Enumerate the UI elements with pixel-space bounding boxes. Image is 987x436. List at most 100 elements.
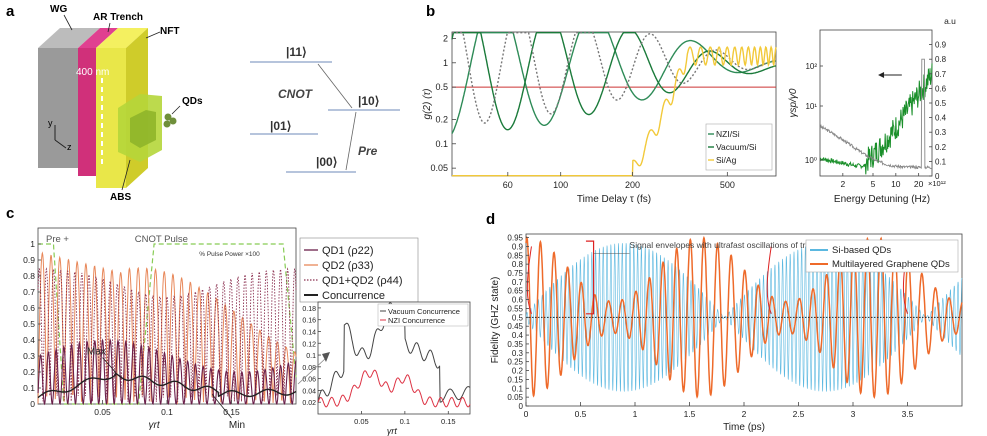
c-inset-ytick-label-5: 0.12 bbox=[302, 341, 316, 348]
cnot-label: CNOT bbox=[278, 87, 314, 101]
b-left-xlabel: Time Delay τ (fs) bbox=[577, 194, 651, 205]
d-si-curve bbox=[525, 243, 963, 392]
b-right-rytick-label-7: 0.7 bbox=[935, 70, 947, 79]
b-right-lytick-label-0: 10⁰ bbox=[805, 156, 817, 165]
d-ytick-label-9: 0.45 bbox=[507, 322, 523, 331]
level-00-label: |00⟩ bbox=[316, 155, 337, 169]
qd-dot-1 bbox=[164, 113, 172, 121]
d-legend: Si-based QDs Multilayered Graphene QDs bbox=[805, 239, 959, 273]
d-ylabel: Fidelity (GHZ state) bbox=[490, 277, 501, 364]
dim-label: 400 nm bbox=[76, 67, 109, 78]
device-illustration: 400 nm y z WG AR Trench NFT QDs ABS bbox=[38, 4, 203, 203]
c-main-ytick-label-5: 0.5 bbox=[23, 319, 35, 329]
level-01-label: |01⟩ bbox=[270, 119, 291, 133]
b-left-ytick-label-3: 0.5 bbox=[435, 82, 448, 92]
c-inset-pointer-head bbox=[322, 352, 330, 362]
b-left-xtick-label-1: 100 bbox=[553, 180, 568, 190]
wg-label: WG bbox=[50, 4, 67, 15]
b-right-xtick-label-2: 10 bbox=[891, 179, 901, 189]
c-main-max-leader bbox=[102, 357, 116, 373]
d-legend-entry-1: Multilayered Graphene QDs bbox=[832, 259, 950, 270]
b-right-spectrum-curve bbox=[819, 63, 933, 175]
trench-top bbox=[78, 28, 118, 48]
d-ytick-label-19: 0.95 bbox=[507, 234, 523, 243]
abs-inner bbox=[130, 110, 156, 148]
c-inset-ytick-label-7: 0.16 bbox=[302, 318, 316, 325]
b-left-siag-curve bbox=[452, 45, 777, 177]
c-main-ytick-label-9: 0.9 bbox=[23, 255, 35, 265]
b-right-rytick-label-9: 0.9 bbox=[935, 41, 947, 50]
nft-front bbox=[96, 48, 126, 188]
axis-y-label: y bbox=[48, 118, 53, 128]
b-right-xtick-label-0: 2 bbox=[840, 179, 845, 189]
b-right-ylabel: γsp/γ0 bbox=[788, 88, 799, 117]
c-inset-xtick-label-2: 0.15 bbox=[441, 417, 456, 426]
c-main-annot-cnot: CNOT Pulse bbox=[135, 234, 188, 245]
wg-top bbox=[38, 28, 100, 48]
c-main-annot-min: Min bbox=[229, 420, 245, 431]
d-ytick-label-10: 0.5 bbox=[512, 313, 524, 322]
b-left-xtick-label-3: 500 bbox=[720, 180, 735, 190]
c-inset-ytick-label-0: 0.02 bbox=[302, 400, 316, 407]
chart-b-left: 60 100 200 500 0.05 0.1 0.2 0.5 1 2 Time Delay τ (… bbox=[422, 31, 777, 205]
d-xtick-label-4: 2 bbox=[742, 409, 747, 419]
d-ytick-label-7: 0.35 bbox=[507, 340, 523, 349]
b-right-rytick-label-2: 0.2 bbox=[935, 143, 947, 152]
c-inset-xtick-label-0: 0.05 bbox=[354, 417, 369, 426]
c-inset-ytick-label-2: 0.06 bbox=[302, 377, 316, 384]
d-xtick-label-7: 3.5 bbox=[902, 409, 914, 419]
d-xtick-label-3: 1.5 bbox=[684, 409, 696, 419]
c-inset-legend-entry-0: Vacuum Concurrence bbox=[388, 307, 460, 316]
b-right-rytick-label-3: 0.3 bbox=[935, 128, 947, 137]
c-inset-nzi-curve bbox=[317, 369, 471, 408]
b-left-legend-entry-0: NZI/Si bbox=[716, 129, 740, 139]
d-ytick-label-16: 0.8 bbox=[512, 260, 524, 269]
c-main-ytick-label-0: 0 bbox=[30, 399, 35, 409]
d-envelope-bracket-1 bbox=[766, 246, 772, 314]
b-right-xtick-label-1: 5 bbox=[871, 179, 876, 189]
c-main-ytick-label-6: 0.6 bbox=[23, 303, 35, 313]
ar-leader bbox=[107, 22, 111, 33]
wg-front bbox=[38, 48, 78, 168]
nft-top bbox=[96, 28, 148, 48]
b-left-legend-entry-1: Vacuum/Si bbox=[716, 142, 757, 152]
d-envelope-bracket-main bbox=[585, 240, 595, 315]
trench-front bbox=[78, 48, 96, 176]
chart-b-right: 2 5 10 20 ×10¹² 10⁰ 10¹ 10² 0 0.1 0.2 0.3 0.4 0.5 0.6 0… bbox=[788, 16, 956, 205]
b-right-xlabel: Energy Detuning (Hz) bbox=[834, 194, 930, 205]
d-ytick-label-15: 0.75 bbox=[507, 269, 523, 278]
panel-b-label: b bbox=[426, 3, 435, 20]
axis-z-arrow bbox=[54, 139, 67, 149]
qds-label: QDs bbox=[182, 96, 203, 107]
c-inset-xtick-label-1: 0.1 bbox=[400, 417, 410, 426]
b-left-ytick-label-2: 0.2 bbox=[435, 114, 448, 124]
d-xtick-label-6: 3 bbox=[851, 409, 856, 419]
b-left-ytick-label-0: 0.05 bbox=[430, 163, 448, 173]
d-annotation: Signal envelopes with ultrafast oscillat… bbox=[630, 240, 871, 250]
b-left-legend-entry-2: Si/Ag bbox=[716, 155, 737, 165]
b-left-xtick-label-2: 200 bbox=[625, 180, 640, 190]
c-inset-ytick-label-4: 0.1 bbox=[306, 353, 316, 360]
abs-leader bbox=[121, 159, 131, 191]
b-right-gray-curve bbox=[819, 58, 933, 170]
b-left-ytick-label-4: 1 bbox=[443, 58, 448, 68]
cnot-arrow bbox=[317, 63, 353, 109]
d-ytick-label-4: 0.2 bbox=[512, 367, 524, 376]
level-11-label: |11⟩ bbox=[286, 45, 307, 59]
c-inset-ytick-label-1: 0.04 bbox=[302, 388, 316, 395]
nft-label: NFT bbox=[160, 26, 179, 37]
axis-z-label: z bbox=[67, 142, 72, 152]
d-ytick-label-11: 0.55 bbox=[507, 304, 523, 313]
c-main-ytick-label-3: 0.3 bbox=[23, 351, 35, 361]
c-main-annot-pulse: % Pulse Power ×100 bbox=[199, 251, 260, 258]
c-inset-legend-box bbox=[377, 303, 469, 327]
ar-trench-label: AR Trench bbox=[93, 12, 143, 23]
d-legend-entry-0: Si-based QDs bbox=[832, 245, 891, 256]
c-main-ytick-label-7: 0.7 bbox=[23, 287, 35, 297]
panel-d-label: d bbox=[486, 211, 495, 228]
chart-d: Signal envelopes with ultrafast oscillat… bbox=[490, 234, 963, 433]
c-inset-pointer bbox=[297, 357, 327, 385]
qd-dot-2 bbox=[169, 117, 177, 125]
chart-c-inset: 0.05 0.1 0.15 0.02 0.04 0.06 0.08 0.1 0.12 0.14 0.… bbox=[297, 301, 471, 436]
panel-a-label: a bbox=[6, 3, 15, 20]
